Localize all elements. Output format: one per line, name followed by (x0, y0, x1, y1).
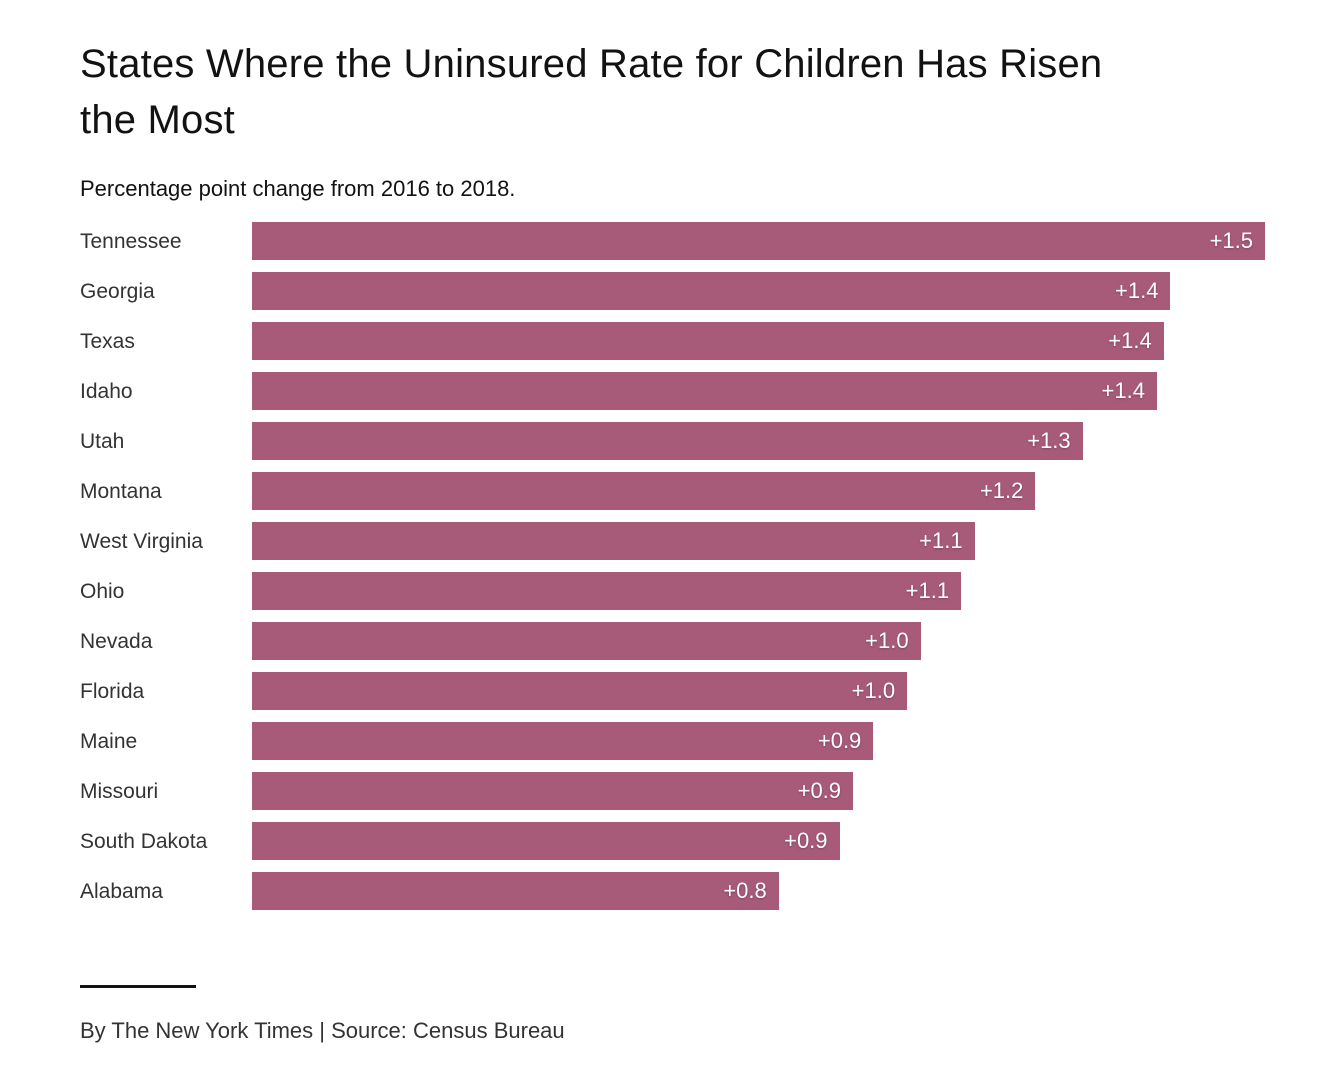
bar-row: Maine +0.9 (80, 722, 1265, 760)
bar-row: Texas +1.4 (80, 322, 1265, 360)
bar-value-label: +1.1 (919, 528, 963, 553)
page-title: States Where the Uninsured Rate for Chil… (80, 42, 1103, 142)
bar-value-label: +1.1 (905, 578, 950, 603)
bar-value-label: +0.9 (817, 728, 862, 753)
bar: +0.9 (252, 822, 840, 860)
state-label: Florida (80, 679, 145, 703)
bar-track: +1.1 (252, 572, 1265, 610)
bar-row: Missouri +0.9 (80, 772, 1265, 810)
state-label: Maine (80, 729, 138, 753)
bar-track: +1.2 (252, 472, 1265, 510)
bar-track: +1.5 (252, 222, 1265, 260)
bar-row: Tennessee +1.5 (80, 222, 1265, 260)
bar-row: Alabama +0.8 (80, 872, 1265, 910)
state-label: Texas (80, 329, 135, 353)
state-label: Utah (80, 429, 125, 453)
bar-row: Georgia +1.4 (80, 272, 1265, 310)
bar-track: +0.9 (252, 822, 1265, 860)
bar-row: Utah +1.3 (80, 422, 1265, 460)
bar: +1.4 (252, 372, 1157, 410)
bar-value-label: +0.9 (784, 828, 828, 853)
state-label: Idaho (80, 379, 133, 403)
bar-value-label: +0.9 (797, 778, 842, 803)
bar: +1.1 (252, 522, 975, 560)
bar-row: Nevada +1.0 (80, 622, 1265, 660)
bar: +1.2 (252, 472, 1036, 510)
state-label: Montana (80, 479, 162, 503)
state-label: South Dakota (80, 829, 208, 853)
bar-row: Montana +1.2 (80, 472, 1265, 510)
state-label: Nevada (80, 629, 153, 653)
bar: +0.9 (252, 772, 854, 810)
byline: By The New York Times | Source: Census B… (80, 1018, 565, 1043)
bar-chart: Tennessee +1.5 Georgia +1.4 Texas +1.4 I… (80, 222, 1265, 910)
bar-track: +1.1 (252, 522, 1265, 560)
state-label: Alabama (80, 879, 163, 903)
bar-track: +1.3 (252, 422, 1265, 460)
bar-value-label: +1.0 (851, 678, 896, 703)
bar-value-label: +1.2 (979, 478, 1024, 503)
bar-track: +1.4 (252, 372, 1265, 410)
bar-value-label: +1.4 (1101, 378, 1145, 403)
chart-subtitle: Percentage point change from 2016 to 201… (80, 176, 516, 201)
bar-value-label: +0.8 (723, 878, 767, 903)
state-label: Georgia (80, 279, 155, 303)
bar-track: +0.9 (252, 772, 1265, 810)
bar-track: +1.0 (252, 622, 1265, 660)
bar: +1.5 (252, 222, 1265, 260)
bar: +1.4 (252, 322, 1164, 360)
bar: +0.9 (252, 722, 874, 760)
bar: +1.0 (252, 672, 908, 710)
bar-row: Florida +1.0 (80, 672, 1265, 710)
bar: +0.8 (252, 872, 779, 910)
bar-value-label: +1.3 (1027, 428, 1071, 453)
bar-track: +0.8 (252, 872, 1265, 910)
bar-row: West Virginia +1.1 (80, 522, 1265, 560)
bar: +1.4 (252, 272, 1171, 310)
bar: +1.1 (252, 572, 962, 610)
state-label: Missouri (80, 779, 159, 803)
bar-value-label: +1.5 (1209, 228, 1253, 253)
bar: +1.3 (252, 422, 1083, 460)
state-label: Tennessee (80, 229, 182, 253)
bar-value-label: +1.4 (1108, 328, 1152, 353)
bar-track: +1.4 (252, 272, 1265, 310)
bar-row: Idaho +1.4 (80, 372, 1265, 410)
bar-row: Ohio +1.1 (80, 572, 1265, 610)
bar: +1.0 (252, 622, 921, 660)
bar-row: South Dakota +0.9 (80, 822, 1265, 860)
state-label: West Virginia (80, 529, 203, 553)
state-label: Ohio (80, 579, 125, 603)
footer-rule (80, 985, 196, 988)
bar-value-label: +1.4 (1115, 278, 1159, 303)
bar-value-label: +1.0 (865, 628, 909, 653)
bar-track: +1.0 (252, 672, 1265, 710)
bar-track: +1.4 (252, 322, 1265, 360)
bar-track: +0.9 (252, 722, 1265, 760)
